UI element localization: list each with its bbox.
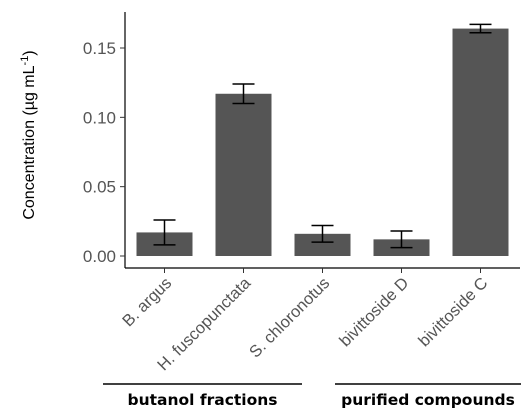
- bar: [215, 93, 272, 256]
- bar: [452, 28, 509, 256]
- y-axis-title: Concentration (µg mL-1): [19, 50, 38, 219]
- y-tick-label: 0.10: [83, 108, 116, 127]
- bar: [294, 233, 351, 256]
- error-bar: [232, 83, 255, 105]
- y-axis-title-close: ): [21, 50, 38, 55]
- x-tick-label: S. chloronotus: [246, 274, 333, 361]
- y-tick-label: 0.05: [83, 178, 116, 197]
- x-tick-label: B. argus: [119, 274, 175, 330]
- y-axis: 0.00 0.05 0.10 0.15: [83, 12, 126, 268]
- x-axis: [125, 267, 520, 273]
- x-tick-label: bivittoside D: [336, 274, 412, 350]
- error-bars: [153, 23, 492, 249]
- y-axis-title-superscript: -1: [19, 56, 31, 66]
- error-bar: [153, 219, 176, 246]
- group-label: purified compounds: [341, 391, 515, 409]
- category-groups: butanol fractions purified compounds: [103, 383, 521, 409]
- group-label: butanol fractions: [127, 391, 277, 409]
- y-tick-label: 0.15: [83, 39, 116, 58]
- y-axis-title-main: Concentration (µg mL: [21, 65, 38, 219]
- bars: [136, 28, 509, 256]
- x-tick-label: bivittoside C: [415, 274, 491, 350]
- error-bar: [390, 230, 413, 249]
- error-bar: [469, 23, 492, 34]
- y-tick-label: 0.00: [83, 247, 116, 266]
- error-bar: [311, 224, 334, 243]
